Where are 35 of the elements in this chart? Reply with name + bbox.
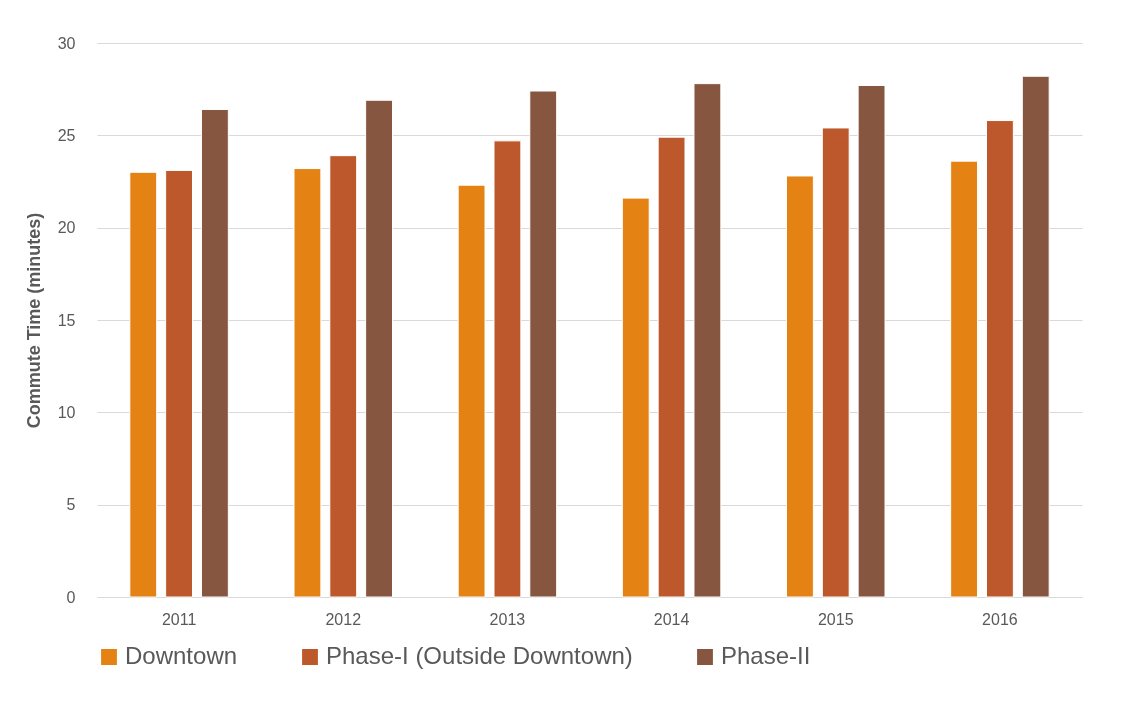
legend-label: Phase-I (Outside Downtown) [326, 642, 633, 669]
bar [329, 155, 358, 598]
bar [1021, 75, 1050, 598]
bar [950, 160, 979, 598]
y-tick-label: 30 [57, 34, 76, 52]
bar [293, 168, 322, 598]
legend-label: Downtown [125, 642, 238, 669]
bar [493, 140, 522, 598]
bar [129, 171, 158, 598]
x-tick-label: 2015 [817, 610, 854, 628]
bar [857, 84, 886, 598]
y-tick-label: 20 [57, 219, 76, 237]
legend-label: Phase-II [721, 642, 811, 669]
bar [621, 197, 650, 598]
x-tick-label: 2011 [161, 610, 197, 628]
bar [985, 120, 1014, 598]
y-tick-label: 15 [57, 311, 76, 329]
bar [786, 175, 814, 598]
x-tick-label: 2012 [325, 610, 362, 628]
bar [657, 136, 686, 598]
bar [165, 169, 194, 598]
bar [365, 99, 393, 598]
bar [693, 83, 722, 598]
y-tick-label: 25 [57, 126, 76, 144]
bar [529, 90, 558, 598]
y-tick-label: 10 [57, 403, 76, 421]
y-tick-label: 0 [66, 588, 76, 606]
y-axis-title: Commute Time (minutes) [23, 212, 44, 429]
bar [821, 127, 850, 598]
x-tick-label: 2014 [653, 610, 690, 628]
x-tick-label: 2016 [982, 610, 1018, 628]
bar [200, 108, 229, 598]
y-tick-label: 5 [66, 496, 76, 514]
bar [457, 184, 486, 598]
x-tick-label: 2013 [489, 610, 526, 628]
